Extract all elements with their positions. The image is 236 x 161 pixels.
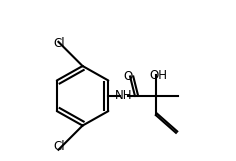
Text: OH: OH [149,69,167,82]
Text: O: O [124,70,133,83]
Text: NH: NH [115,89,132,102]
Text: Cl: Cl [54,37,65,50]
Text: Cl: Cl [54,140,65,153]
